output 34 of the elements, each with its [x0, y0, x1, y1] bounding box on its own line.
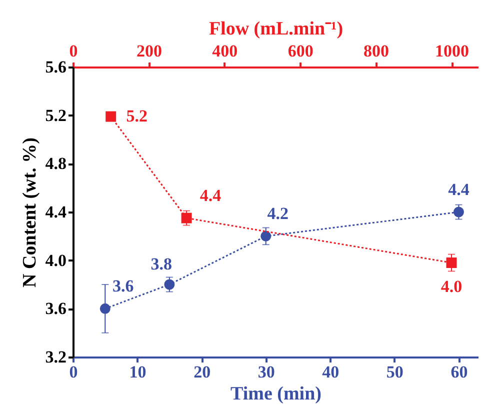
x2-tick-label: 600 [288, 42, 314, 60]
point [100, 303, 110, 314]
x2-tick-label: 800 [364, 42, 390, 60]
point [164, 279, 175, 290]
x-axis-title: Time (min) [230, 384, 322, 404]
point [260, 230, 272, 242]
y-tick-label: 3.2 [45, 348, 66, 366]
x2-tick-label: 200 [136, 42, 162, 60]
y-tick-label: 3.6 [45, 299, 66, 318]
point [453, 206, 464, 218]
y-tick-label: 4.0 [45, 250, 66, 270]
x-tick-label: 20 [194, 362, 211, 382]
y-tick-label: 4.4 [45, 202, 67, 222]
x-tick-label: 60 [450, 362, 468, 382]
y-tick-label: 4.8 [45, 154, 66, 174]
data-label: 5.2 [126, 106, 148, 126]
data-label: 4.4 [448, 180, 470, 199]
y-axis-title: N Content (wt. %) [19, 138, 40, 288]
y-tick-label: 5.2 [45, 106, 66, 125]
x-tick-label: 30 [258, 362, 275, 382]
x-tick-label: 40 [322, 362, 340, 382]
x2-tick-label: 400 [212, 42, 238, 60]
x-tick-label: 50 [386, 362, 404, 382]
data-label: 4.4 [200, 186, 222, 206]
x2-tick-label: 1000 [435, 42, 470, 60]
x2-axis-title: Flow (mL.min⁻¹) [208, 18, 344, 40]
data-label: 3.8 [150, 254, 172, 274]
y-tick-label: 5.6 [45, 58, 66, 76]
data-label: 4.2 [267, 204, 288, 224]
data-label: 4.0 [440, 276, 462, 296]
data-label: 3.6 [112, 276, 134, 296]
x2-tick-label: 0 [69, 42, 78, 60]
x-tick-label: 0 [69, 362, 78, 382]
x-tick-label: 10 [129, 362, 146, 382]
